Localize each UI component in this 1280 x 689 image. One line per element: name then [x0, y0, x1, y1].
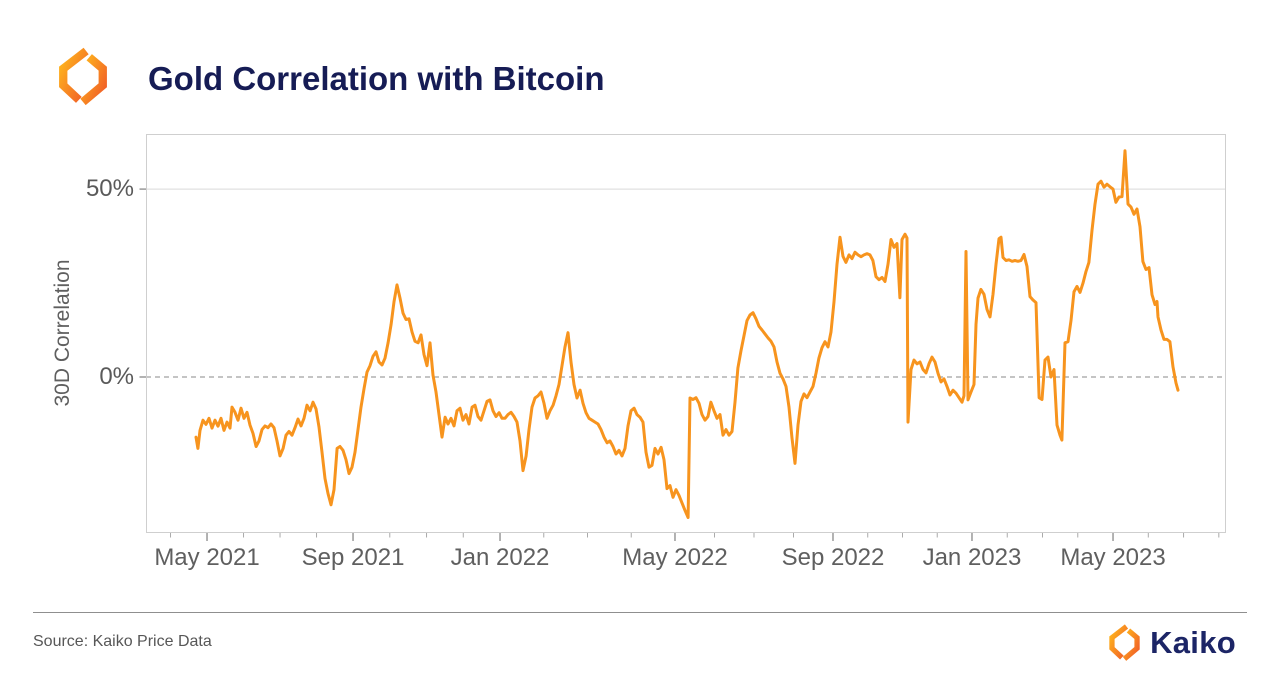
x-axis-label: May 2021	[154, 544, 260, 571]
correlation-line	[194, 149, 1180, 519]
x-axis-label: Sep 2021	[301, 544, 405, 571]
kaiko-brand: Kaiko	[1108, 623, 1236, 663]
chart-title: Gold Correlation with Bitcoin	[148, 60, 605, 97]
kaiko-logo-icon	[1108, 623, 1141, 663]
y-tick-label-0: 0%	[99, 363, 134, 390]
x-axis-label: May 2023	[1060, 544, 1166, 571]
plot-area	[139, 134, 1226, 541]
x-axis-label: Sep 2022	[781, 544, 885, 571]
x-axis-labels: May 2021 Sep 2021 Jan 2022 May 2022 Sep 2022…	[0, 544, 1280, 576]
y-tick-label-50: 50%	[85, 175, 134, 202]
kaiko-logo-icon	[57, 45, 109, 109]
plot-frame	[146, 134, 1226, 533]
x-axis-label: Jan 2022	[450, 544, 550, 571]
x-axis-label: May 2022	[622, 544, 728, 571]
x-axis-label: Jan 2023	[922, 544, 1022, 571]
kaiko-wordmark: Kaiko	[1150, 625, 1236, 660]
footer-divider	[33, 612, 1247, 613]
source-caption: Source: Kaiko Price Data	[33, 633, 212, 650]
